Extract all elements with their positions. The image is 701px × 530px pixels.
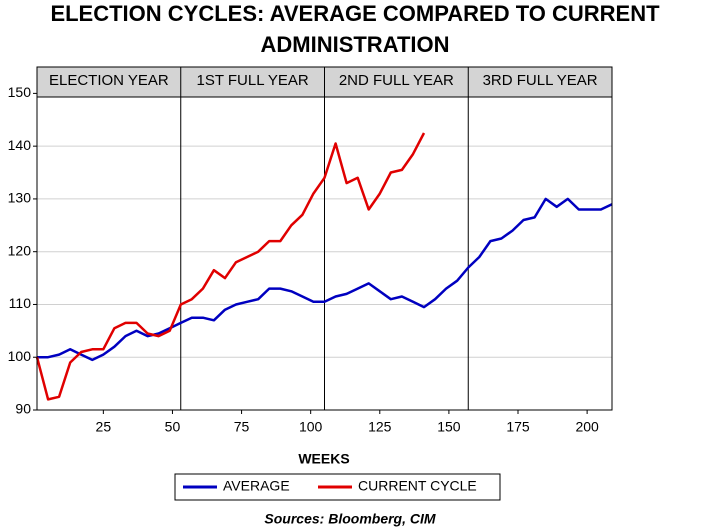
series-line xyxy=(35,132,426,401)
chart-title: ELECTION CYCLES: AVERAGE COMPARED TO CUR… xyxy=(50,1,660,26)
x-tick-label: 175 xyxy=(506,419,530,435)
source: Sources: Bloomberg, CIM xyxy=(264,511,435,527)
year-label: ELECTION YEAR xyxy=(49,72,169,89)
legend-label: CURRENT CYCLE xyxy=(358,478,477,494)
y-tick-label: 130 xyxy=(8,190,32,206)
x-tick-label: 150 xyxy=(437,419,461,435)
x-tick-label: 25 xyxy=(96,419,112,435)
y-tick-label: 140 xyxy=(8,137,32,153)
x-tick-label: 100 xyxy=(299,419,323,435)
series-line xyxy=(37,197,613,362)
plot-border xyxy=(36,66,613,411)
y-tick-label: 110 xyxy=(9,295,32,311)
y-tick-label: 90 xyxy=(15,401,31,417)
y-tick-label: 120 xyxy=(8,242,32,258)
x-axis-label: WEEKS xyxy=(298,451,349,467)
year-label: 1ST FULL YEAR xyxy=(196,72,308,89)
year-label: 2ND FULL YEAR xyxy=(339,72,454,89)
x-tick-label: 75 xyxy=(234,419,250,435)
y-tick-label: 150 xyxy=(8,84,32,100)
legend-label: AVERAGE xyxy=(223,478,290,494)
x-tick-label: 200 xyxy=(575,419,599,435)
year-label: 3RD FULL YEAR xyxy=(483,72,598,89)
x-tick-label: 50 xyxy=(165,419,181,435)
chart-title: ADMINISTRATION xyxy=(260,32,449,57)
x-tick-label: 125 xyxy=(368,419,392,435)
y-tick-label: 100 xyxy=(8,348,32,364)
